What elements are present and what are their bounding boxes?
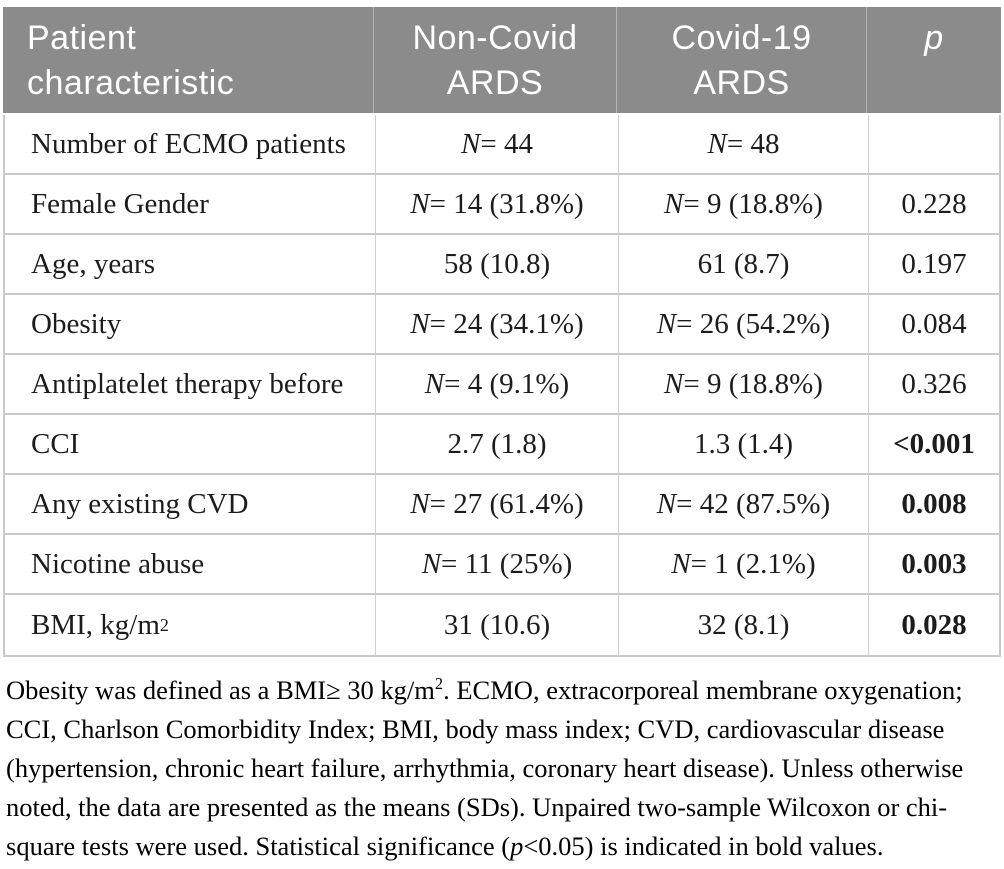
covid-value-cell: N = 42 (87.5%) (618, 475, 868, 533)
covid-value-cell: 1.3 (1.4) (618, 415, 868, 473)
table-row: Nicotine abuse N = 11 (25%) N = 1 (2.1%)… (5, 535, 999, 595)
table-row: Age, years 58 (10.8) 61 (8.7) 0.197 (5, 235, 999, 295)
header-line: Covid-19 (671, 19, 812, 57)
noncovid-value-cell: N = 14 (31.8%) (375, 175, 618, 233)
covid-value-cell: 61 (8.7) (618, 235, 868, 293)
table-row: BMI, kg/m 2 31 (10.6) 32 (8.1) 0.028 (5, 595, 999, 655)
row-label-cell: Female Gender (31, 187, 209, 220)
table-row: Number of ECMO patients N = 44 N = 48 (5, 115, 999, 175)
row-label-cell: Number of ECMO patients (31, 127, 346, 160)
row-label-cell: Nicotine abuse (31, 547, 205, 580)
header-line: characteristic (27, 64, 235, 102)
header-line: ARDS (693, 64, 790, 102)
table-header-row: Patient characteristic Non-Covid ARDS Co… (3, 7, 1001, 113)
header-cell-patient-characteristic: Patient characteristic (3, 7, 373, 113)
p-value-cell: 0.084 (868, 295, 999, 353)
header-line: Patient (27, 19, 137, 57)
covid-value-cell: N = 1 (2.1%) (618, 535, 868, 593)
table-row: CCI 2.7 (1.8) 1.3 (1.4) <0.001 (5, 415, 999, 475)
table-row: Any existing CVD N = 27 (61.4%) N = 42 (… (5, 475, 999, 535)
table-footnote: Obesity was defined as a BMI≥ 30 kg/m2. … (6, 674, 964, 861)
covid-value-cell: N = 26 (54.2%) (618, 295, 868, 353)
p-value-cell: 0.197 (868, 235, 999, 293)
noncovid-value-cell: N = 4 (9.1%) (375, 355, 618, 413)
row-label-cell: Antiplatelet therapy before (31, 367, 344, 400)
header-cell-covid19-ards: Covid-19 ARDS (616, 7, 866, 113)
noncovid-value-cell: 2.7 (1.8) (375, 415, 618, 473)
row-label-cell: BMI, kg/m 2 (31, 608, 169, 641)
row-label-cell: Age, years (31, 247, 156, 280)
p-value-cell: 0.008 (868, 475, 999, 533)
table-row: Female Gender N = 14 (31.8%) N = 9 (18.8… (5, 175, 999, 235)
p-value-cell: 0.326 (868, 355, 999, 413)
header-cell-noncovid-ards: Non-Covid ARDS (373, 7, 616, 113)
covid-value-cell: 32 (8.1) (618, 595, 868, 655)
p-value-cell: 0.003 (868, 535, 999, 593)
covid-value-cell: N = 9 (18.8%) (618, 355, 868, 413)
p-value-cell: <0.001 (868, 415, 999, 473)
noncovid-value-cell: N = 11 (25%) (375, 535, 618, 593)
header-line: ARDS (446, 64, 544, 102)
header-line: Non-Covid (412, 19, 578, 57)
header-line: p (924, 19, 944, 57)
noncovid-value-cell: 31 (10.6) (375, 595, 618, 655)
covid-value-cell: N = 48 (618, 115, 868, 173)
row-label-cell: Any existing CVD (31, 487, 249, 520)
noncovid-value-cell: N = 44 (375, 115, 618, 173)
row-label-cell: Obesity (31, 307, 122, 340)
noncovid-value-cell: 58 (10.8) (375, 235, 618, 293)
table-row: Obesity N = 24 (34.1%) N = 26 (54.2%) 0.… (5, 295, 999, 355)
table-row: Antiplatelet therapy before N = 4 (9.1%)… (5, 355, 999, 415)
covid-value-cell: N = 9 (18.8%) (618, 175, 868, 233)
row-label-cell: CCI (31, 427, 80, 460)
header-cell-p-value: p (866, 7, 1001, 113)
noncovid-value-cell: N = 27 (61.4%) (375, 475, 618, 533)
p-value-cell: 0.228 (868, 175, 999, 233)
table-body: Number of ECMO patients N = 44 N = 48 Fe… (3, 115, 1001, 657)
p-value-cell (868, 115, 999, 173)
noncovid-value-cell: N = 24 (34.1%) (375, 295, 618, 353)
p-value-cell: 0.028 (868, 595, 999, 655)
